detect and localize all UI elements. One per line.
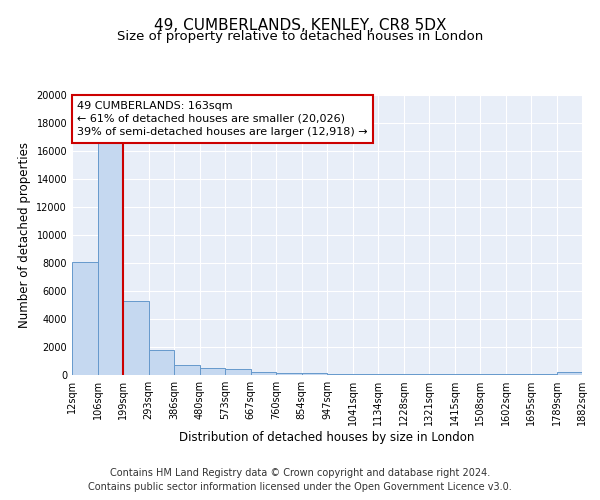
Bar xyxy=(276,373,302,375)
Bar xyxy=(429,374,455,375)
Bar xyxy=(225,370,251,375)
Bar xyxy=(149,350,174,375)
Bar xyxy=(353,374,378,375)
Text: 49, CUMBERLANDS, KENLEY, CR8 5DX: 49, CUMBERLANDS, KENLEY, CR8 5DX xyxy=(154,18,446,32)
Bar xyxy=(480,374,505,375)
Text: Size of property relative to detached houses in London: Size of property relative to detached ho… xyxy=(117,30,483,43)
Bar xyxy=(302,374,327,375)
Bar xyxy=(251,372,276,375)
Bar xyxy=(72,262,97,375)
Bar xyxy=(505,374,531,375)
Text: 49 CUMBERLANDS: 163sqm
← 61% of detached houses are smaller (20,026)
39% of semi: 49 CUMBERLANDS: 163sqm ← 61% of detached… xyxy=(77,100,368,137)
Y-axis label: Number of detached properties: Number of detached properties xyxy=(18,142,31,328)
Bar xyxy=(97,142,123,375)
Bar xyxy=(174,365,199,375)
Bar xyxy=(123,301,149,375)
Bar xyxy=(455,374,480,375)
Text: Contains HM Land Registry data © Crown copyright and database right 2024.
Contai: Contains HM Land Registry data © Crown c… xyxy=(88,468,512,492)
Bar xyxy=(378,374,404,375)
Bar xyxy=(327,374,353,375)
X-axis label: Distribution of detached houses by size in London: Distribution of detached houses by size … xyxy=(179,431,475,444)
Bar xyxy=(404,374,429,375)
Bar xyxy=(557,372,582,375)
Bar xyxy=(531,374,557,375)
Bar xyxy=(199,368,225,375)
